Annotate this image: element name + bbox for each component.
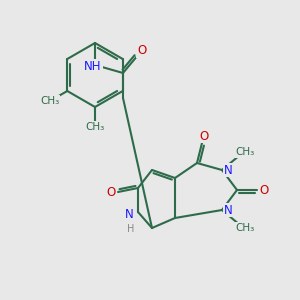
- Text: CH₃: CH₃: [236, 147, 255, 157]
- Text: O: O: [106, 185, 116, 199]
- Text: O: O: [200, 130, 208, 142]
- Text: O: O: [260, 184, 268, 196]
- Text: CH₃: CH₃: [85, 122, 105, 132]
- Text: CH₃: CH₃: [236, 223, 255, 233]
- Text: N: N: [224, 164, 232, 176]
- Text: N: N: [224, 203, 232, 217]
- Text: H: H: [127, 224, 134, 234]
- Text: N: N: [125, 208, 134, 220]
- Text: CH₃: CH₃: [40, 96, 60, 106]
- Text: NH: NH: [84, 59, 102, 73]
- Text: O: O: [137, 44, 147, 58]
